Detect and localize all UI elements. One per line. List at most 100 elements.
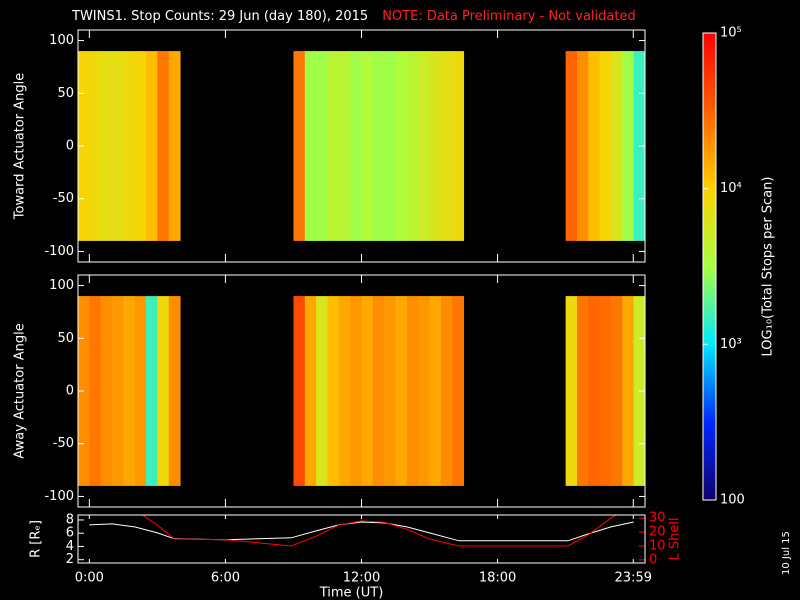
heatmap-cell bbox=[361, 51, 374, 241]
x-tick-label: 0:00 bbox=[75, 571, 104, 586]
heatmap-cell bbox=[588, 296, 601, 486]
heatmap-cell bbox=[610, 51, 623, 241]
heatmap-cell bbox=[157, 51, 170, 241]
y2-tick-label: 30 bbox=[649, 511, 666, 526]
note: NOTE: Data Preliminary - Not validated bbox=[382, 9, 636, 24]
y-tick-label: 100 bbox=[49, 278, 74, 293]
heatmap-cell bbox=[588, 51, 601, 241]
y-tick-label: 100 bbox=[49, 33, 74, 48]
title-line: TWINS1. Stop Counts: 29 Jun (day 180), 2… bbox=[71, 9, 636, 24]
y-tick-label: -100 bbox=[44, 244, 74, 259]
heatmap-cell bbox=[123, 296, 136, 486]
colorbar-tick-label: 10⁴ bbox=[720, 181, 742, 196]
colorbar bbox=[702, 32, 717, 501]
y-axis-label: Away Actuator Angle bbox=[13, 323, 28, 458]
y-tick-label: -100 bbox=[44, 489, 74, 504]
heatmap-cell bbox=[599, 51, 612, 241]
heatmap-cell bbox=[418, 51, 431, 241]
y2-tick-label: 20 bbox=[649, 525, 666, 540]
heatmap-cell bbox=[89, 296, 102, 486]
y-tick-label: -50 bbox=[53, 436, 74, 451]
heatmap-cell bbox=[622, 296, 635, 486]
y-tick-label: 6 bbox=[66, 526, 74, 541]
y2-axis-label: L Shell bbox=[668, 517, 683, 560]
heatmap-cell bbox=[168, 296, 181, 486]
heatmap-cell bbox=[123, 51, 136, 241]
heatmap-cell bbox=[406, 51, 419, 241]
x-axis-label: Time (UT) bbox=[319, 586, 384, 600]
heatmap-cell bbox=[304, 51, 317, 241]
y2-tick-label: 10 bbox=[649, 538, 666, 553]
colorbar-tick-label: 10³ bbox=[720, 337, 742, 352]
heatmap-cell bbox=[100, 296, 113, 486]
heatmap-cell bbox=[622, 51, 635, 241]
date-stamp: 10 Jul 15 bbox=[781, 531, 792, 575]
y2-tick-label: 0 bbox=[649, 552, 657, 567]
heatmap-cell bbox=[327, 296, 340, 486]
x-tick-label: 12:00 bbox=[343, 571, 380, 586]
heatmap-cell bbox=[327, 51, 340, 241]
heatmap-cell bbox=[89, 51, 102, 241]
heatmap-cell bbox=[565, 51, 578, 241]
heatmap-cell bbox=[384, 51, 397, 241]
y-tick-label: 50 bbox=[57, 331, 74, 346]
line-series bbox=[89, 521, 634, 542]
heatmap-cell bbox=[395, 296, 408, 486]
colorbar-label: LOG₁₀(Total Stops per Scan) bbox=[761, 177, 776, 357]
heatmap-cell bbox=[134, 51, 147, 241]
heatmap-cell bbox=[440, 296, 453, 486]
y-tick-label: 0 bbox=[66, 139, 74, 154]
heatmap-cell bbox=[406, 296, 419, 486]
heatmap-cell bbox=[440, 51, 453, 241]
heatmap-cell bbox=[338, 296, 351, 486]
heatmap-cell bbox=[452, 51, 465, 241]
heatmap-cell bbox=[452, 296, 465, 486]
y-tick-label: -50 bbox=[53, 191, 74, 206]
heatmap-cell bbox=[610, 296, 623, 486]
heatmap-cell bbox=[350, 296, 362, 486]
y-tick-label: 2 bbox=[66, 552, 74, 567]
heatmap-cell bbox=[293, 296, 306, 486]
x-tick-label: 6:00 bbox=[211, 571, 240, 586]
heatmap-cell bbox=[418, 296, 431, 486]
heatmap-cell bbox=[372, 296, 385, 486]
y-tick-label: 50 bbox=[57, 86, 74, 101]
heatmap-cell bbox=[429, 51, 442, 241]
heatmap-cell bbox=[146, 51, 158, 241]
heatmap-cell bbox=[372, 51, 385, 241]
heatmap-cell bbox=[168, 51, 181, 241]
heatmap-cell bbox=[395, 51, 408, 241]
heatmap-cell bbox=[112, 51, 124, 241]
y-axis-label: Toward Actuator Angle bbox=[13, 73, 28, 220]
y-tick-label: 4 bbox=[66, 539, 74, 554]
heatmap-cell bbox=[146, 296, 158, 486]
y-tick-label: 8 bbox=[66, 512, 74, 527]
heatmap-cell bbox=[565, 296, 578, 486]
heatmap-cell bbox=[384, 296, 397, 486]
heatmap-cell bbox=[429, 296, 442, 486]
heatmap-cell bbox=[157, 296, 170, 486]
heatmap-cell bbox=[361, 296, 374, 486]
line-series bbox=[141, 515, 618, 547]
heatmap-cell bbox=[576, 51, 589, 241]
colorbar-tick-label: 10⁵ bbox=[720, 26, 742, 41]
heatmap-cell bbox=[316, 51, 328, 241]
heatmap-cell bbox=[293, 51, 306, 241]
heatmap-cell bbox=[350, 51, 362, 241]
y-axis-label: R [Rₑ] bbox=[29, 520, 44, 558]
heatmap-cell bbox=[316, 296, 328, 486]
heatmap-cell bbox=[100, 51, 113, 241]
heatmap-cell bbox=[599, 296, 612, 486]
heatmap-cell bbox=[134, 296, 147, 486]
x-tick-label: 23:59 bbox=[615, 571, 652, 586]
colorbar-tick-label: 100 bbox=[720, 493, 745, 508]
heatmap-cell bbox=[576, 296, 589, 486]
title: TWINS1. Stop Counts: 29 Jun (day 180), 2… bbox=[71, 9, 368, 24]
x-tick-label: 18:00 bbox=[479, 571, 516, 586]
heatmap-cell bbox=[112, 296, 124, 486]
y-tick-label: 0 bbox=[66, 384, 74, 399]
heatmap-cell bbox=[338, 51, 351, 241]
heatmap-cell bbox=[304, 296, 317, 486]
